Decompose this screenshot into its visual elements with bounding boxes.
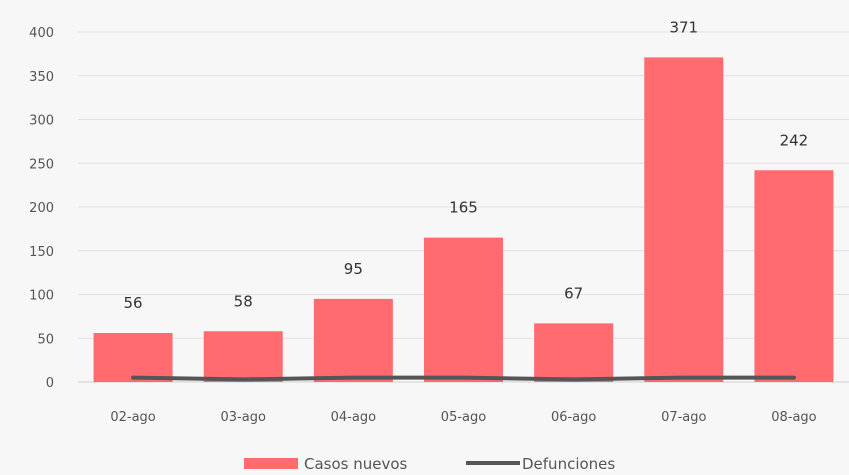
bar-series [93, 57, 834, 382]
x-tick-label: 05-ago [441, 410, 486, 425]
y-tick-label: 200 [29, 201, 54, 216]
bar-casos-nuevos [203, 331, 283, 382]
y-tick-label: 100 [29, 289, 54, 304]
data-label: 58 [234, 292, 253, 310]
bar-casos-nuevos [93, 333, 173, 382]
line-defunciones [131, 375, 796, 382]
y-tick-label: 400 [29, 26, 54, 41]
bar-casos-nuevos [534, 323, 614, 382]
y-tick-label: 0 [46, 376, 54, 391]
data-label: 95 [344, 260, 363, 278]
line-series [131, 375, 796, 382]
y-axis: 0 50 100 150 200 250 300 350 400 [29, 26, 54, 391]
data-label: 56 [124, 294, 143, 312]
bar-casos-nuevos [644, 57, 724, 382]
y-tick-label: 250 [29, 157, 54, 172]
legend-swatch-defunciones [466, 461, 520, 465]
data-label: 165 [449, 199, 478, 217]
data-label: 371 [669, 18, 698, 36]
bar-casos-nuevos [754, 170, 834, 382]
data-label: 242 [780, 131, 809, 149]
y-tick-label: 150 [29, 245, 54, 260]
x-tick-label: 06-ago [551, 410, 596, 425]
y-tick-label: 350 [29, 70, 54, 85]
data-label: 67 [564, 284, 583, 302]
y-tick-label: 50 [37, 332, 54, 347]
legend-label-casos: Casos nuevos [304, 455, 408, 473]
legend-swatch-casos [244, 458, 298, 469]
bar-casos-nuevos [313, 298, 393, 382]
x-tick-label: 08-ago [771, 410, 816, 425]
bar-casos-nuevos [424, 237, 503, 382]
x-axis: 02-ago 03-ago 04-ago 05-ago 06-ago 07-ago 08-a… [110, 410, 816, 425]
y-tick-label: 300 [29, 114, 54, 129]
x-tick-label: 02-ago [110, 410, 155, 425]
data-labels: 56 58 95 165 67 371 242 [124, 18, 809, 312]
x-tick-label: 03-ago [221, 410, 266, 425]
x-tick-label: 07-ago [661, 410, 706, 425]
legend: Casos nuevos Defunciones [244, 455, 615, 473]
legend-label-defunciones: Defunciones [522, 455, 615, 473]
x-tick-label: 04-ago [331, 410, 376, 425]
